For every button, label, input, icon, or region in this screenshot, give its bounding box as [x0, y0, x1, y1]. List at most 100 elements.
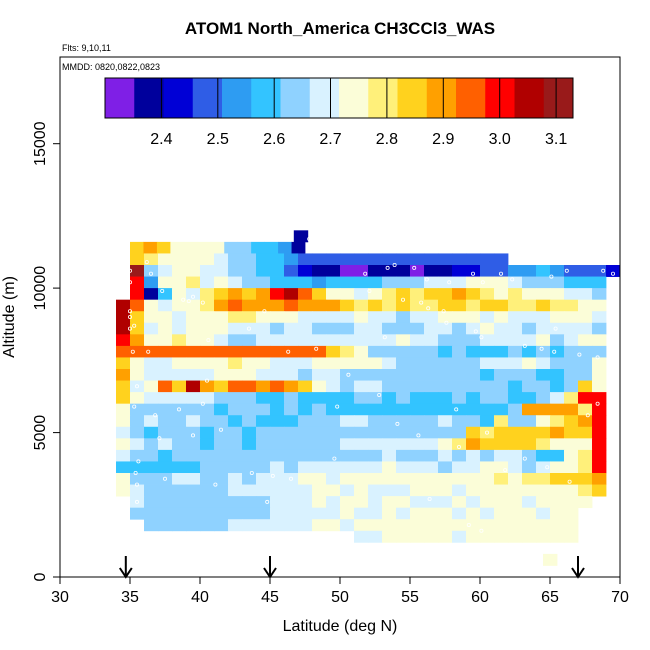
heatmap-cell: [368, 345, 383, 358]
heatmap-cell: [410, 253, 425, 266]
heatmap-cell: [508, 403, 523, 416]
heatmap-cell: [424, 380, 439, 393]
heatmap-cell: [242, 461, 257, 474]
heatmap-cell: [116, 403, 131, 416]
heatmap-cell: [256, 276, 271, 289]
sample-point: [510, 277, 515, 282]
sample-point: [200, 300, 205, 305]
sample-point: [132, 323, 137, 328]
heatmap-cell: [298, 473, 313, 485]
heatmap-cell: [326, 369, 341, 381]
heatmap-cells: [116, 230, 621, 566]
heatmap-cell: [592, 311, 607, 324]
sample-point: [204, 378, 209, 383]
heatmap-cell: [130, 473, 145, 485]
heatmap-cell: [452, 299, 467, 312]
heatmap-cell: [578, 484, 593, 497]
heatmap-cell: [578, 415, 593, 428]
heatmap-cell: [172, 288, 187, 301]
heatmap-cell: [130, 253, 145, 266]
heatmap-cell: [438, 392, 453, 405]
heatmap-cell: [578, 299, 593, 312]
colorbar: [104, 77, 574, 119]
heatmap-cell: [578, 473, 593, 485]
heatmap-cell: [396, 357, 411, 370]
sample-point: [144, 260, 149, 265]
heatmap-cell: [354, 392, 369, 405]
heatmap-cell: [382, 311, 397, 324]
sample-point: [601, 268, 606, 273]
heatmap-cell: [396, 380, 411, 393]
heatmap-cell: [312, 334, 327, 347]
heatmap-cell: [312, 461, 327, 474]
heatmap-cell: [508, 473, 523, 485]
heatmap-cell: [270, 265, 285, 277]
sample-point: [549, 274, 554, 279]
chart-title: ATOM1 North_America CH3CCl3_WAS: [185, 19, 495, 38]
heatmap-cell: [508, 496, 523, 509]
heatmap-cell: [256, 415, 271, 428]
flight-arrows: [118, 556, 585, 579]
heatmap-cell: [550, 334, 565, 347]
sample-point: [426, 306, 431, 311]
sample-point: [456, 444, 461, 449]
heatmap-cell: [270, 473, 285, 485]
heatmap-cell: [592, 299, 607, 312]
heatmap-cell: [452, 496, 467, 509]
heatmap-cell: [592, 449, 607, 462]
heatmap-cell: [116, 334, 131, 347]
heatmap-cell: [186, 299, 201, 312]
sample-point: [130, 349, 135, 354]
sample-point: [419, 300, 424, 305]
sample-point: [470, 271, 475, 276]
heatmap-cell: [186, 265, 201, 277]
heatmap-cell: [424, 369, 439, 381]
heatmap-cell: [256, 484, 271, 497]
heatmap-cell: [592, 288, 607, 301]
heatmap-cell: [550, 311, 565, 324]
heatmap-cell: [144, 369, 159, 381]
heatmap-cell: [256, 461, 271, 474]
heatmap-cell: [228, 322, 243, 335]
heatmap-cell: [494, 484, 509, 497]
heatmap-cell: [592, 473, 607, 485]
heatmap-cell: [466, 403, 481, 416]
heatmap-cell: [424, 299, 439, 312]
heatmap-cell: [116, 345, 131, 358]
heatmap-cell: [144, 380, 159, 393]
heatmap-cell: [242, 496, 257, 509]
sample-point: [146, 349, 151, 354]
sample-point: [416, 433, 421, 438]
heatmap-cell: [242, 253, 257, 266]
heatmap-cell: [550, 265, 565, 277]
heatmap-cell: [536, 461, 551, 474]
heatmap-cell: [214, 334, 229, 347]
heatmap-cell: [536, 438, 551, 451]
colorbar-tick-label: 3.1: [545, 131, 567, 148]
heatmap-cell: [452, 403, 467, 416]
heatmap-cell: [312, 438, 327, 451]
heatmap-cell: [270, 311, 285, 324]
heatmap-cell: [144, 484, 159, 497]
heatmap-cell: [578, 380, 593, 393]
sample-point: [555, 546, 560, 551]
heatmap-cell: [214, 276, 229, 289]
sample-point: [162, 476, 167, 481]
heatmap-cell: [410, 322, 425, 335]
heatmap-cell: [536, 276, 551, 289]
heatmap-cell: [480, 288, 495, 301]
heatmap-cell: [340, 288, 355, 301]
heatmap-cell: [410, 288, 425, 301]
heatmap-cell: [578, 345, 593, 358]
heatmap-cell: [508, 311, 523, 324]
heatmap-cell: [396, 415, 411, 428]
heatmap-cell: [284, 345, 299, 358]
heatmap-cell: [242, 357, 257, 370]
heatmap-cell: [592, 403, 607, 416]
heatmap-cell: [298, 288, 313, 301]
heatmap-cell: [214, 403, 229, 416]
heatmap-cell: [452, 276, 467, 289]
heatmap-cell: [200, 380, 215, 393]
heatmap-cell: [452, 392, 467, 405]
